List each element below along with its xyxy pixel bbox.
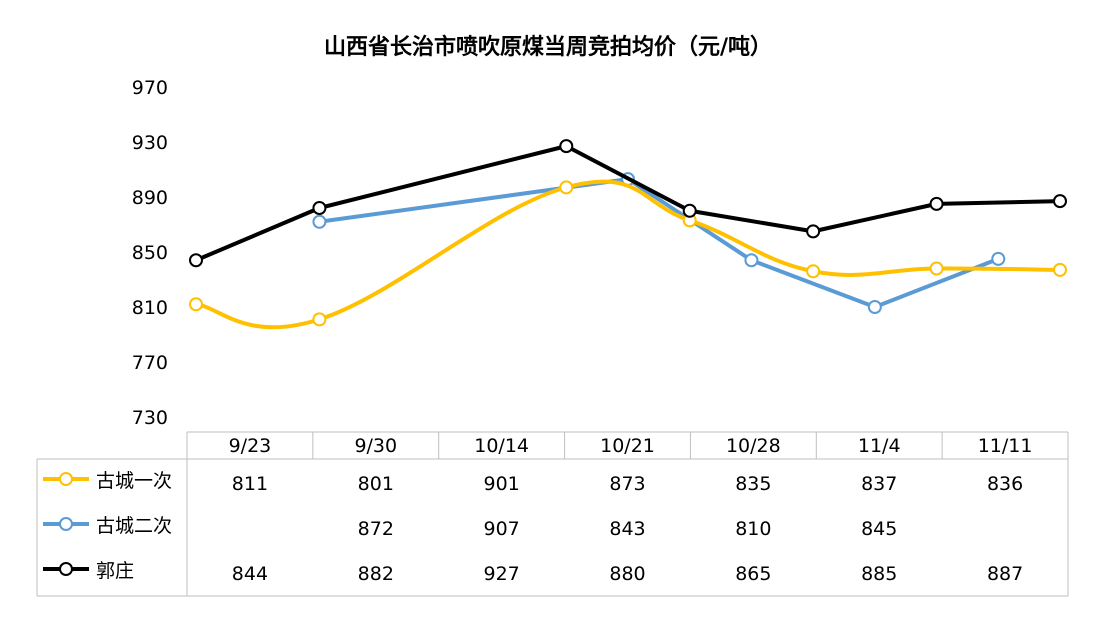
- plot-area: [189, 139, 1067, 330]
- table-cell-value: 882: [358, 563, 394, 585]
- y-tick-label: 890: [132, 187, 168, 209]
- table-cell-value: 810: [735, 518, 771, 540]
- y-tick-label: 930: [132, 132, 168, 154]
- x-category-label: 9/23: [229, 435, 272, 457]
- table-cell-value: 907: [484, 518, 520, 540]
- legend-key-marker: [59, 517, 73, 531]
- data-point: [929, 196, 944, 211]
- legend-key-marker: [59, 472, 73, 486]
- table-cell-value: 843: [609, 518, 645, 540]
- x-category-label: 9/30: [354, 435, 397, 457]
- table-cell-value: 880: [609, 563, 645, 585]
- data-point: [189, 297, 203, 312]
- x-category-label: 10/21: [600, 435, 655, 457]
- x-category-label: 10/28: [726, 435, 781, 457]
- y-tick-label: 810: [132, 297, 168, 319]
- legend-key-marker: [59, 562, 73, 576]
- y-tick-label: 850: [132, 242, 168, 264]
- data-point: [806, 224, 821, 239]
- table-cell-value: 927: [484, 563, 520, 585]
- data-point: [1053, 194, 1067, 209]
- table-cell-value: 844: [232, 563, 268, 585]
- data-point: [1053, 262, 1067, 277]
- table-cell-value: 885: [861, 563, 897, 585]
- table-cell-value: 837: [861, 473, 897, 495]
- table-cell-value: 872: [358, 518, 394, 540]
- x-category-label: 10/14: [474, 435, 529, 457]
- data-point: [312, 201, 327, 215]
- table-cell-value: 811: [232, 473, 268, 495]
- legend-label: 郭庄: [96, 560, 134, 582]
- data-point: [867, 300, 882, 314]
- y-tick-label: 970: [132, 77, 168, 99]
- table-cell-value: 836: [987, 473, 1023, 495]
- y-axis: 970 930 890 850 810 770 730: [132, 77, 168, 429]
- legend-label: 古城一次: [96, 470, 172, 492]
- data-point: [929, 261, 944, 276]
- table-cell-value: 887: [987, 563, 1023, 585]
- data-point: [559, 180, 574, 195]
- data-point: [312, 312, 327, 327]
- table-cell-value: 865: [735, 563, 771, 585]
- data-point: [559, 139, 574, 154]
- data-point: [189, 253, 203, 268]
- y-tick-label: 730: [132, 407, 168, 429]
- data-table: 9/23 9/30 10/14 10/21 10/28 11/4 11/11 古城一次 811 8…: [36, 431, 1069, 597]
- data-point: [682, 203, 697, 218]
- table-cell-value: 901: [484, 473, 520, 495]
- table-cell-value: 845: [861, 518, 897, 540]
- data-point: [744, 253, 759, 268]
- y-tick-label: 770: [132, 352, 168, 374]
- data-point: [991, 251, 1006, 266]
- x-category-label: 11/11: [978, 435, 1033, 457]
- data-point: [312, 214, 327, 229]
- data-point: [806, 264, 821, 279]
- series-line: [319, 177, 1000, 309]
- table-cell-value: 801: [358, 473, 394, 495]
- table-cell-value: 873: [609, 473, 645, 495]
- x-category-label: 11/4: [858, 435, 901, 457]
- legend-label: 古城二次: [96, 515, 172, 537]
- table-cell-value: 835: [735, 473, 771, 495]
- chart-title: 山西省长治市喷吹原煤当周竞拍均价（元/吨）: [324, 34, 772, 60]
